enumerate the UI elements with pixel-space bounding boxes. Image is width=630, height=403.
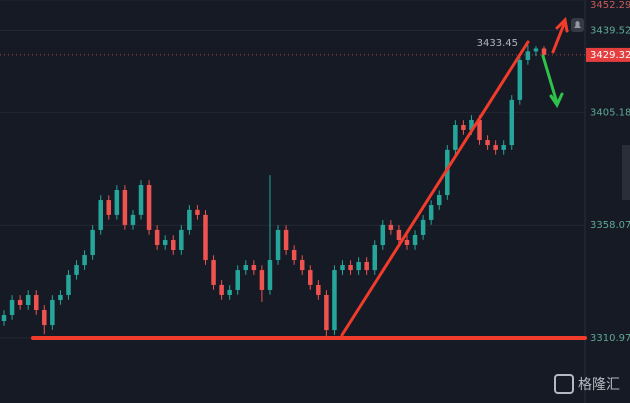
candle-body bbox=[195, 209, 200, 215]
candle-body bbox=[477, 119, 482, 141]
candle-body bbox=[251, 265, 257, 271]
candle-body bbox=[436, 195, 442, 206]
candle-body bbox=[114, 190, 120, 215]
watermark-text: 格隆汇 bbox=[578, 377, 620, 393]
candle-body bbox=[162, 239, 168, 245]
candle-body bbox=[187, 209, 192, 230]
candle-body bbox=[493, 145, 498, 150]
candle-body bbox=[412, 234, 418, 245]
candle-body bbox=[58, 294, 63, 300]
candle-body bbox=[324, 294, 329, 331]
side-handle[interactable] bbox=[622, 145, 630, 200]
y-tick-label: 3405.18 bbox=[590, 108, 630, 119]
candle-body bbox=[364, 261, 369, 271]
candle-body bbox=[340, 265, 345, 271]
candle-body bbox=[130, 214, 136, 225]
trend-line bbox=[340, 40, 530, 337]
up-arrow bbox=[551, 16, 569, 54]
last-price-label: 3429.32 bbox=[590, 50, 630, 61]
candle-body bbox=[33, 294, 39, 311]
candle-body bbox=[42, 310, 47, 326]
watermark: 格隆汇 bbox=[554, 374, 620, 394]
candle-body bbox=[243, 265, 249, 271]
candle-body bbox=[267, 260, 273, 290]
candle-body bbox=[74, 265, 79, 275]
y-tick-label: 3452.29 bbox=[590, 0, 630, 11]
candle-body bbox=[179, 229, 184, 251]
candle-body bbox=[299, 260, 305, 271]
candle-body bbox=[17, 299, 23, 305]
candle-body bbox=[146, 184, 152, 230]
candle-body bbox=[235, 270, 240, 290]
candle-body bbox=[98, 200, 103, 230]
candle-body bbox=[203, 214, 208, 261]
last-price-tag bbox=[586, 47, 630, 62]
candle-body bbox=[461, 124, 466, 131]
candle-body bbox=[356, 261, 361, 271]
candle-body bbox=[453, 124, 458, 150]
candle-body bbox=[82, 255, 87, 266]
candle-body bbox=[227, 289, 232, 295]
candle-body bbox=[106, 200, 112, 215]
y-tick-label: 3439.52 bbox=[590, 26, 630, 37]
candle-body bbox=[316, 284, 321, 295]
candle-body bbox=[90, 229, 95, 256]
candle-body bbox=[517, 59, 523, 100]
candle-body bbox=[283, 229, 289, 251]
candle-body bbox=[485, 140, 490, 146]
candle-body bbox=[1, 315, 7, 322]
y-tick-label: 3310.97 bbox=[590, 333, 630, 344]
candle-body bbox=[171, 239, 176, 251]
y-tick-label: 3358.07 bbox=[590, 220, 630, 231]
candle-body bbox=[372, 244, 377, 271]
candle-body bbox=[66, 274, 71, 295]
down-arrow bbox=[541, 54, 564, 109]
candle-body bbox=[396, 229, 402, 240]
candle-body bbox=[138, 184, 144, 215]
candle-body bbox=[501, 145, 506, 150]
candle-body bbox=[308, 270, 313, 285]
candle-body bbox=[50, 299, 55, 326]
candle-body bbox=[388, 224, 394, 230]
candle-body bbox=[122, 190, 128, 225]
candle-body bbox=[275, 229, 281, 261]
candle-body bbox=[211, 260, 216, 285]
candle-body bbox=[9, 299, 15, 316]
candle-body bbox=[25, 294, 31, 305]
candle-body bbox=[541, 48, 547, 55]
candle-body bbox=[509, 99, 515, 146]
bell bbox=[574, 21, 581, 28]
candle-body bbox=[219, 284, 224, 295]
candle-body bbox=[404, 239, 410, 245]
watermark-logo bbox=[554, 374, 574, 394]
candle-body bbox=[154, 229, 160, 245]
candle-body bbox=[332, 270, 337, 331]
high-label: 3433.45 bbox=[477, 38, 518, 49]
candle-body bbox=[445, 149, 450, 196]
candle-body bbox=[525, 51, 531, 60]
candle-body bbox=[469, 119, 474, 131]
candle-body bbox=[259, 270, 265, 290]
candle-body bbox=[291, 250, 297, 261]
candle-body bbox=[420, 219, 426, 235]
candle-body bbox=[348, 265, 353, 271]
candle-body bbox=[380, 224, 386, 245]
candle-body bbox=[428, 205, 434, 220]
candle-body bbox=[533, 48, 539, 52]
candles bbox=[1, 45, 547, 338]
